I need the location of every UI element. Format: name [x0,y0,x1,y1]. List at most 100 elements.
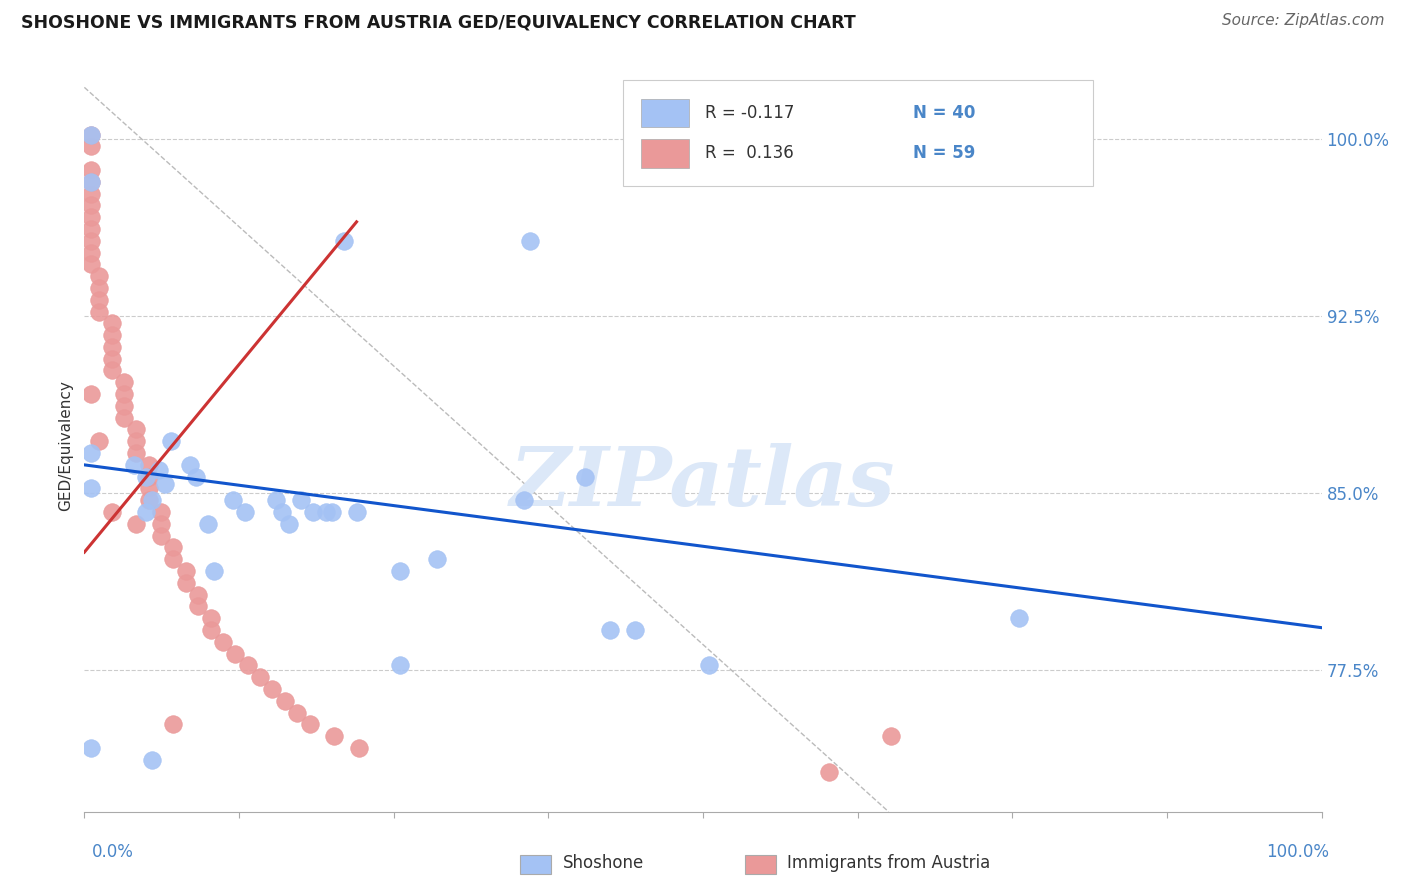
Point [79,245,101,260]
Point [135,505,157,519]
Point [818,764,841,779]
Point [112,410,135,425]
Point [274,694,297,708]
Point [79,210,101,224]
Point [138,469,160,483]
Point [138,482,160,496]
Text: N = 59: N = 59 [914,145,976,162]
Point [574,469,596,483]
Point [200,623,222,637]
Text: ZIPatlas: ZIPatlas [510,442,896,523]
Point [187,599,209,614]
Point [202,564,225,578]
Point [224,647,246,661]
Point [79,387,101,401]
Text: Shoshone: Shoshone [562,855,644,872]
Point [100,505,122,519]
Point [1007,611,1029,625]
Point [512,493,534,508]
Point [184,469,207,483]
Text: Immigrants from Austria: Immigrants from Austria [787,855,991,872]
Point [100,351,122,366]
Point [346,505,368,519]
Point [89,293,111,307]
Point [212,635,235,649]
Point [138,458,160,472]
Text: SHOSHONE VS IMMIGRANTS FROM AUSTRIA GED/EQUIVALENCY CORRELATION CHART: SHOSHONE VS IMMIGRANTS FROM AUSTRIA GED/… [21,13,856,31]
Point [179,458,201,472]
Point [112,376,135,390]
Point [321,505,343,519]
Point [302,505,325,519]
Point [187,588,209,602]
Point [162,717,184,731]
Point [200,611,222,625]
Point [138,493,160,508]
Point [79,446,101,460]
Point [264,493,287,508]
Point [174,564,197,578]
Point [112,387,135,401]
Point [122,458,145,472]
Point [519,234,541,248]
Point [79,222,101,236]
Point [150,505,173,519]
Point [315,505,337,519]
Point [141,493,163,508]
Point [233,505,256,519]
Point [697,658,720,673]
Point [79,128,101,142]
Point [333,234,356,248]
Point [150,516,173,531]
Point [100,363,122,377]
Point [89,434,111,449]
Point [79,128,101,142]
Point [388,564,411,578]
Point [79,198,101,212]
Point [150,529,173,543]
Point [79,741,101,756]
Text: R =  0.136: R = 0.136 [706,145,794,162]
Point [135,469,157,483]
Point [285,706,308,720]
Point [323,729,346,743]
Point [79,139,101,153]
Point [79,482,101,496]
Point [624,623,647,637]
Point [125,422,148,436]
Point [79,163,101,178]
Point [141,753,163,767]
Point [100,316,122,330]
Point [388,658,411,673]
Point [347,741,370,756]
FancyBboxPatch shape [641,139,689,168]
Point [271,505,294,519]
Text: 100.0%: 100.0% [1265,843,1329,861]
Text: 0.0%: 0.0% [91,843,134,861]
Point [112,399,135,413]
Point [162,541,184,555]
FancyBboxPatch shape [623,80,1092,186]
Point [79,186,101,201]
Point [160,434,183,449]
Point [89,269,111,284]
Point [153,476,176,491]
Point [880,729,903,743]
Y-axis label: GED/Equivalency: GED/Equivalency [58,381,73,511]
Point [277,516,299,531]
Text: R = -0.117: R = -0.117 [706,104,794,122]
Point [89,304,111,318]
Point [290,493,312,508]
Point [197,516,219,531]
Text: Source: ZipAtlas.com: Source: ZipAtlas.com [1222,13,1385,29]
Point [100,328,122,343]
Point [100,340,122,354]
Point [79,257,101,271]
Point [79,175,101,189]
Point [841,151,863,165]
Point [249,670,271,684]
Point [162,552,184,566]
Point [79,175,101,189]
Point [236,658,259,673]
Point [125,434,148,449]
